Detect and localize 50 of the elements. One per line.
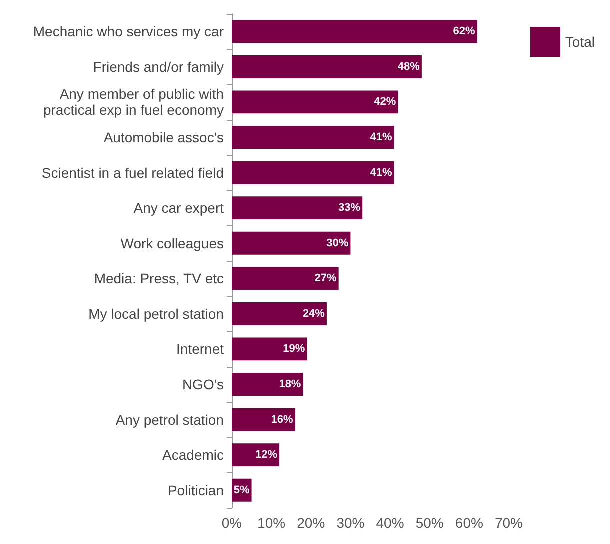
x-tick-label: 0% <box>222 515 242 531</box>
x-tick-label: 70% <box>494 515 524 531</box>
y-tick-label: Internet <box>176 341 224 358</box>
data-label: 5% <box>234 484 250 496</box>
y-tick-label: Any car expert <box>134 200 224 216</box>
data-label: 12% <box>255 449 278 462</box>
x-tick-label: 10% <box>258 515 286 531</box>
data-label: 24% <box>302 308 326 320</box>
bar <box>232 232 351 255</box>
y-tick-label: Work colleagues <box>120 235 224 252</box>
bar <box>232 444 280 467</box>
y-tick-label: My local petrol station <box>88 306 224 322</box>
y-tick-label: Automobile assoc's <box>104 130 224 146</box>
bar <box>232 161 394 184</box>
y-tick-label: Politician <box>168 482 224 498</box>
x-tick-label: 20% <box>297 515 326 531</box>
y-tick-label: Mechanic who services my car <box>33 24 224 40</box>
data-label: 30% <box>326 237 349 250</box>
data-label: 41% <box>370 132 392 144</box>
data-label: 48% <box>398 60 420 73</box>
data-label: 27% <box>314 272 338 285</box>
y-tick-label: NGO's <box>182 376 224 392</box>
data-label: 33% <box>338 202 361 214</box>
y-tick-label: Media: Press, TV etc <box>94 270 224 287</box>
y-tick-label: Academic <box>162 447 224 464</box>
bar <box>232 373 304 396</box>
x-tick-label: 60% <box>455 515 484 531</box>
bar <box>232 267 339 290</box>
bar <box>232 196 363 220</box>
y-tick-label: Scientist in a fuel related field <box>42 164 224 181</box>
bar <box>232 302 327 326</box>
x-tick-label: 30% <box>336 515 365 531</box>
data-label: 42% <box>374 96 396 108</box>
data-label: 16% <box>271 414 294 426</box>
bar <box>232 126 394 149</box>
bar <box>232 55 422 78</box>
data-label: 41% <box>370 166 392 179</box>
bar <box>232 338 308 361</box>
y-tick-label: Any petrol station <box>116 412 224 428</box>
x-tick-label: 40% <box>376 515 404 531</box>
x-tick-label: 50% <box>416 515 444 531</box>
y-tick-label: Friends and/or family <box>93 58 224 75</box>
legend-label: Total <box>565 34 596 50</box>
bar <box>232 90 398 114</box>
data-label: 19% <box>283 343 306 356</box>
bar <box>232 20 478 44</box>
data-label: 62% <box>453 26 476 38</box>
data-label: 18% <box>279 378 302 390</box>
y-tick-label: Any member of public with practical exp in fuel economy <box>43 86 224 118</box>
bar <box>232 408 296 432</box>
